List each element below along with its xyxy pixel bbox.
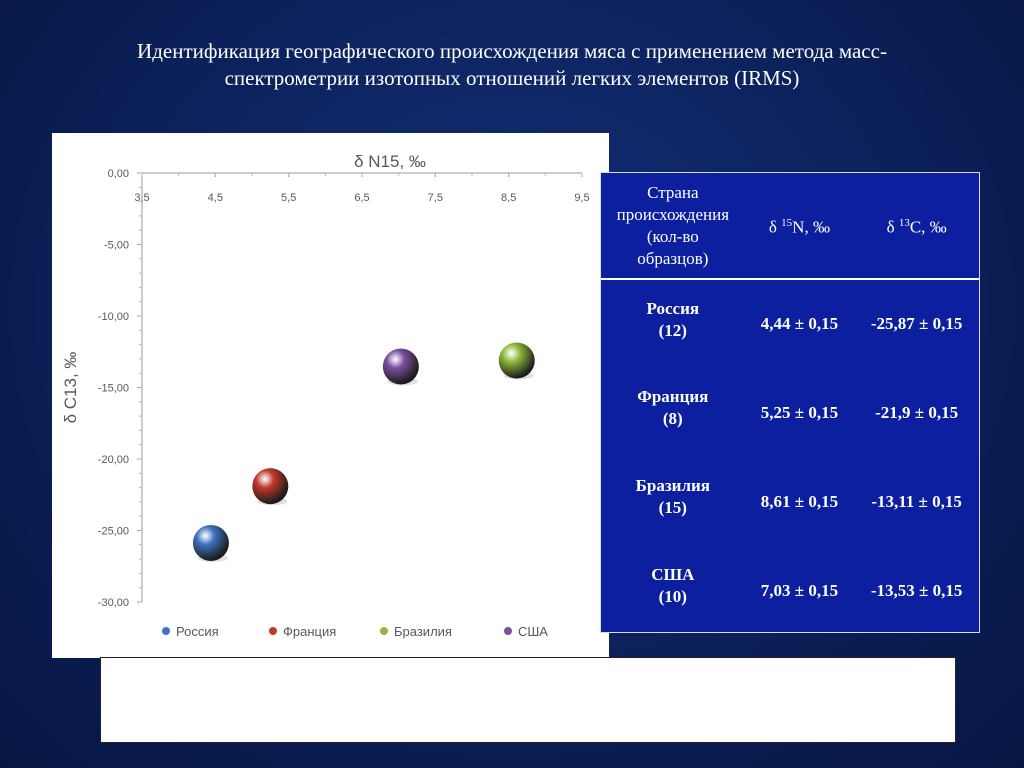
header-country-line: Страна [647,182,699,202]
n15-value: 5,25 ± 0,15 [760,402,839,422]
x-tick-label: 8,5 [501,192,516,204]
country-name: Бразилия [635,476,710,495]
legend-marker [380,627,388,635]
x-tick-label: 5,5 [281,192,296,204]
legend-marker [269,627,277,635]
header-country: Страна происхождения (кол-во образцов) [601,173,745,279]
y-tick-label: -25,00 [98,526,129,538]
row-country: Франция (8) [601,368,745,457]
x-tick-label: 9,5 [574,192,589,204]
row-country: Россия (12) [601,279,745,368]
x-tick-label: 4,5 [208,192,223,204]
sample-count: (12) [658,321,687,340]
row-country: США (10) [601,546,745,635]
table-row: Бразилия (15) 8,61 ± 0,15 -13,11 ± 0,15 [601,457,979,546]
n15-value: 8,61 ± 0,15 [760,491,839,511]
country-name: Россия [646,299,700,318]
n15-value: 4,44 ± 0,15 [760,314,839,333]
caption-box [100,657,956,743]
row-country: Бразилия (15) [601,457,745,546]
header-c13: δ 13C, ‰ [886,217,947,237]
sample-count: (10) [658,587,687,606]
country-name: США [651,565,695,584]
legend-marker [162,627,170,635]
y-axis-title: δ C13, ‰ [61,352,80,424]
legend-label: Франция [283,624,336,639]
x-tick-label: 7,5 [428,192,443,204]
legend-label: США [518,624,548,639]
table-row: Россия (12) 4,44 ± 0,15 -25,87 ± 0,15 [601,279,979,368]
x-axis-title: δ N15, ‰ [354,152,426,171]
c13-value: -25,87 ± 0,15 [870,314,963,333]
scatter-chart: 3,5 4,5 5,5 6,5 7,5 8,5 9,5 0,00 -5,00 -10,00 -15,… [52,133,609,658]
header-n15: δ 15N, ‰ [768,217,830,237]
sample-count: (15) [658,498,687,517]
y-tick-label: -10,00 [98,311,129,323]
x-tick-label: 3,5 [134,192,149,204]
data-point [382,348,419,385]
y-tick-label: -15,00 [98,383,129,395]
header-country-line: образцов) [637,248,709,268]
y-tick-label: 0,00 [108,168,129,180]
country-name: Франция [637,387,709,406]
chart-canvas: 3,5 4,5 5,5 6,5 7,5 8,5 9,5 0,00 -5,00 -10,00 -15,… [61,152,590,639]
slide-title: Идентификация географического происхожде… [70,38,954,92]
slide-title-line-2: спектрометрии изотопных отношений легких… [224,66,800,90]
y-tick-label: -20,00 [98,454,129,466]
table-row: США (10) 7,03 ± 0,15 -13,53 ± 0,15 [601,546,979,635]
c13-value: -13,11 ± 0,15 [871,491,962,511]
c13-value: -13,53 ± 0,15 [870,580,963,600]
data-point [252,468,289,505]
table-header-row: Страна происхождения (кол-во образцов) δ… [601,173,979,279]
legend-marker [504,627,512,635]
isotope-table: Страна происхождения (кол-во образцов) δ… [600,172,980,633]
sample-count: (8) [662,409,683,428]
header-country-line: (кол-во [646,226,699,246]
data-point [498,342,535,379]
legend-label: Россия [176,624,219,639]
c13-value: -21,9 ± 0,15 [875,402,959,422]
x-tick-label: 6,5 [354,192,369,204]
y-tick-label: -30,00 [98,597,129,609]
y-tick-label: -5,00 [104,240,129,252]
table-row: Франция (8) 5,25 ± 0,15 -21,9 ± 0,15 [601,368,979,457]
n15-value: 7,03 ± 0,15 [760,580,839,600]
slide-title-line-1: Идентификация географического происхожде… [137,39,887,63]
legend-label: Бразилия [394,624,452,639]
data-point [192,524,229,561]
header-country-line: происхождения [616,204,730,224]
